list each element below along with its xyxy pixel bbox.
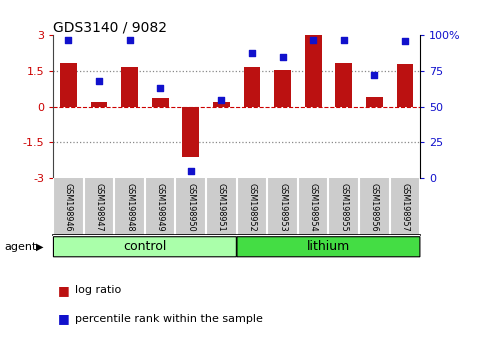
Point: [401, 38, 409, 44]
FancyBboxPatch shape: [54, 237, 236, 257]
Bar: [60, 63, 77, 107]
Text: GSM198950: GSM198950: [186, 183, 195, 231]
Point: [217, 97, 225, 102]
Text: GDS3140 / 9082: GDS3140 / 9082: [53, 20, 167, 34]
Text: GSM198955: GSM198955: [339, 183, 348, 232]
Text: GSM198956: GSM198956: [370, 183, 379, 231]
Text: lithium: lithium: [307, 240, 350, 253]
Bar: [243, 68, 260, 107]
Text: GSM198949: GSM198949: [156, 183, 165, 231]
Bar: [121, 68, 138, 107]
Text: GSM198951: GSM198951: [217, 183, 226, 231]
Bar: [366, 97, 383, 107]
Text: ■: ■: [58, 312, 70, 325]
Text: GSM198947: GSM198947: [95, 183, 103, 231]
Bar: [183, 107, 199, 156]
Bar: [274, 70, 291, 107]
Point: [65, 37, 72, 42]
Point: [340, 37, 348, 42]
Point: [156, 85, 164, 91]
Text: GSM198952: GSM198952: [247, 183, 256, 232]
FancyBboxPatch shape: [237, 237, 420, 257]
Text: GSM198954: GSM198954: [309, 183, 318, 231]
Point: [95, 78, 103, 84]
Point: [279, 54, 286, 59]
Bar: [152, 98, 169, 107]
Point: [187, 168, 195, 174]
Text: ■: ■: [58, 284, 70, 297]
Text: agent: agent: [5, 242, 37, 252]
Bar: [305, 35, 322, 107]
Text: GSM198948: GSM198948: [125, 183, 134, 231]
Bar: [213, 102, 230, 107]
Text: GSM198953: GSM198953: [278, 183, 287, 231]
Point: [126, 37, 133, 42]
Text: ▶: ▶: [36, 242, 44, 252]
Text: percentile rank within the sample: percentile rank within the sample: [75, 314, 263, 324]
Bar: [91, 102, 107, 107]
Text: GSM198946: GSM198946: [64, 183, 73, 231]
Point: [370, 73, 378, 78]
Point: [309, 37, 317, 42]
Text: log ratio: log ratio: [75, 285, 121, 295]
Bar: [397, 64, 413, 107]
Bar: [335, 63, 352, 107]
Text: GSM198957: GSM198957: [400, 183, 410, 232]
Text: control: control: [123, 240, 167, 253]
Point: [248, 50, 256, 55]
